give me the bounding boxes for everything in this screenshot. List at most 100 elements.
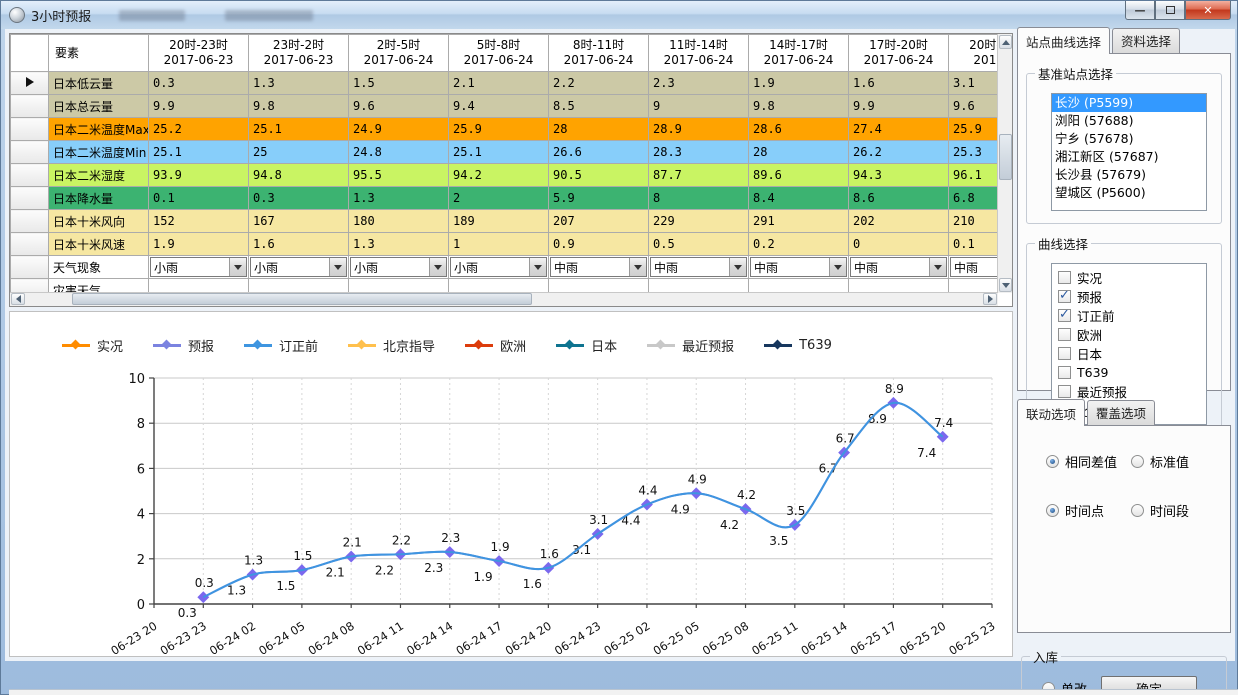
- value-cell[interactable]: 26.2: [848, 140, 949, 164]
- title-bar[interactable]: 3小时预报 — ✕: [1, 1, 1237, 29]
- horizontal-scrollbar[interactable]: [10, 292, 998, 306]
- value-cell[interactable]: 28: [548, 117, 649, 141]
- tab-station-curve-select[interactable]: 站点曲线选择: [1017, 27, 1111, 54]
- checkbox-icon[interactable]: [1058, 328, 1071, 341]
- value-cell[interactable]: 25.1: [448, 140, 549, 164]
- scroll-down-button[interactable]: [999, 278, 1012, 292]
- value-cell[interactable]: 2.2: [548, 71, 649, 95]
- value-cell[interactable]: 152: [148, 209, 249, 233]
- row-selector-cell[interactable]: [10, 163, 49, 187]
- value-cell[interactable]: 202: [848, 209, 949, 233]
- value-cell[interactable]: 291: [748, 209, 849, 233]
- close-button[interactable]: ✕: [1185, 1, 1231, 20]
- scroll-left-button[interactable]: [11, 293, 25, 305]
- row-selector-cell[interactable]: [10, 186, 49, 210]
- weather-dropdown[interactable]: 中雨: [850, 257, 947, 277]
- value-cell[interactable]: 167: [248, 209, 349, 233]
- value-cell[interactable]: 0.2: [748, 232, 849, 256]
- dropdown-button[interactable]: [429, 258, 446, 276]
- radio-icon[interactable]: [1131, 455, 1144, 468]
- value-cell[interactable]: 小雨: [348, 255, 449, 279]
- weather-dropdown[interactable]: 小雨: [250, 257, 347, 277]
- vertical-scrollbar[interactable]: [997, 34, 1012, 293]
- checkbox-icon[interactable]: [1058, 366, 1071, 379]
- dropdown-button[interactable]: [829, 258, 846, 276]
- value-cell[interactable]: 27.4: [848, 117, 949, 141]
- row-selector-cell[interactable]: [10, 278, 49, 293]
- row-selector-cell[interactable]: [10, 140, 49, 164]
- value-cell[interactable]: [248, 278, 349, 293]
- value-cell[interactable]: 89.6: [748, 163, 849, 187]
- value-cell[interactable]: 28: [748, 140, 849, 164]
- radio-icon[interactable]: [1046, 455, 1059, 468]
- curve-checkbox-row[interactable]: T639: [1058, 363, 1200, 382]
- value-cell[interactable]: [548, 278, 649, 293]
- hscroll-thumb[interactable]: [72, 293, 532, 305]
- curve-checkbox-row[interactable]: 预报: [1058, 287, 1200, 306]
- weather-dropdown[interactable]: 小雨: [150, 257, 247, 277]
- value-cell[interactable]: 6.8: [948, 186, 998, 210]
- dropdown-button[interactable]: [329, 258, 346, 276]
- checkbox-icon[interactable]: [1058, 288, 1071, 303]
- value-cell[interactable]: 94.8: [248, 163, 349, 187]
- dropdown-button[interactable]: [929, 258, 946, 276]
- value-cell[interactable]: 25.1: [248, 117, 349, 141]
- value-cell[interactable]: 94.3: [848, 163, 949, 187]
- checkbox-icon[interactable]: [1058, 307, 1071, 322]
- value-cell[interactable]: 0.1: [148, 186, 249, 210]
- scroll-up-button[interactable]: [999, 35, 1012, 49]
- value-cell[interactable]: 87.7: [648, 163, 749, 187]
- curve-checkbox-row[interactable]: 最近预报: [1058, 382, 1200, 401]
- weather-dropdown[interactable]: 中雨: [650, 257, 747, 277]
- value-cell[interactable]: 9.6: [948, 94, 998, 118]
- value-cell[interactable]: 小雨: [448, 255, 549, 279]
- scroll-right-button[interactable]: [983, 293, 997, 305]
- tab-overlay-options[interactable]: 覆盖选项: [1087, 400, 1156, 425]
- value-cell[interactable]: 210: [948, 209, 998, 233]
- row-selector-cell[interactable]: [10, 94, 49, 118]
- curve-checkbox-row[interactable]: 欧洲: [1058, 325, 1200, 344]
- value-cell[interactable]: 0.1: [948, 232, 998, 256]
- curve-checkbox-row[interactable]: 订正前: [1058, 306, 1200, 325]
- station-listbox[interactable]: 长沙 (P5599) 浏阳 (57688) 宁乡 (57678) 湘江新区 (5768…: [1051, 93, 1207, 211]
- value-cell[interactable]: 28.9: [648, 117, 749, 141]
- checkbox-icon[interactable]: [1058, 271, 1071, 284]
- value-cell[interactable]: 94.2: [448, 163, 549, 187]
- value-cell[interactable]: [448, 278, 549, 293]
- value-cell[interactable]: 小雨: [248, 255, 349, 279]
- curve-checkbox-row[interactable]: 日本: [1058, 344, 1200, 363]
- value-cell[interactable]: 24.8: [348, 140, 449, 164]
- value-cell[interactable]: 207: [548, 209, 649, 233]
- curve-checkbox-row[interactable]: 实况: [1058, 268, 1200, 287]
- station-list-item[interactable]: 望城区 (P5600): [1055, 185, 1146, 200]
- value-cell[interactable]: 1.6: [848, 71, 949, 95]
- row-selector-cell[interactable]: [10, 209, 49, 233]
- value-cell[interactable]: 1.9: [748, 71, 849, 95]
- weather-dropdown[interactable]: 中雨: [550, 257, 647, 277]
- value-cell[interactable]: 3.1: [948, 71, 998, 95]
- vscroll-thumb[interactable]: [999, 134, 1012, 180]
- value-cell[interactable]: 8.5: [548, 94, 649, 118]
- value-cell[interactable]: 28.6: [748, 117, 849, 141]
- option-radio[interactable]: 时间点: [1046, 501, 1131, 520]
- value-cell[interactable]: 25.9: [448, 117, 549, 141]
- value-cell[interactable]: 9.9: [148, 94, 249, 118]
- value-cell[interactable]: 2: [448, 186, 549, 210]
- value-cell[interactable]: 1: [448, 232, 549, 256]
- value-cell[interactable]: 229: [648, 209, 749, 233]
- value-cell[interactable]: 1.3: [348, 232, 449, 256]
- dropdown-button[interactable]: [229, 258, 246, 276]
- weather-dropdown[interactable]: 小雨: [350, 257, 447, 277]
- value-cell[interactable]: 1.6: [248, 232, 349, 256]
- value-cell[interactable]: 93.9: [148, 163, 249, 187]
- value-cell[interactable]: 中雨: [548, 255, 649, 279]
- value-cell[interactable]: 26.6: [548, 140, 649, 164]
- value-cell[interactable]: 1.5: [348, 71, 449, 95]
- weather-dropdown[interactable]: 小雨: [450, 257, 547, 277]
- radio-icon[interactable]: [1131, 504, 1144, 517]
- value-cell[interactable]: 24.9: [348, 117, 449, 141]
- value-cell[interactable]: 0: [848, 232, 949, 256]
- value-cell[interactable]: 28.3: [648, 140, 749, 164]
- station-list-item[interactable]: 湘江新区 (57687): [1055, 149, 1159, 164]
- value-cell[interactable]: 189: [448, 209, 549, 233]
